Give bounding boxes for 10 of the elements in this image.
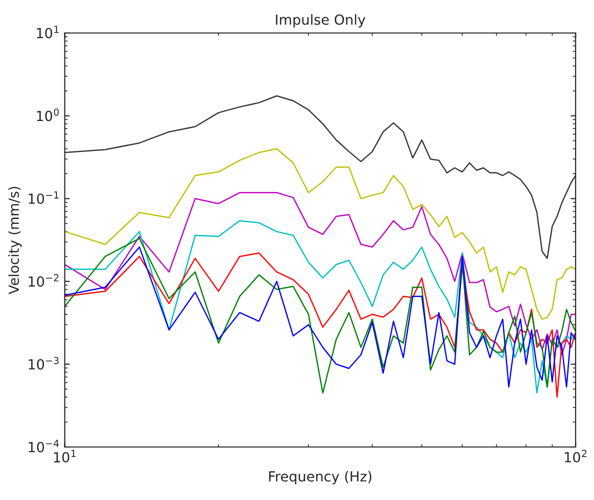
- chart-title: Impulse Only: [276, 14, 366, 28]
- x-axis-title: Frequency (Hz): [269, 470, 372, 484]
- y-tick-label: 10$^{−1}$: [28, 191, 58, 204]
- y-tick-label: 10$^{−2}$: [28, 274, 58, 287]
- y-tick-label: 10$^{−3}$: [28, 356, 59, 370]
- y-tick-label: 10$^{1}$: [36, 26, 59, 38]
- y-axis-title: Velocity (mm/s): [8, 186, 22, 294]
- y-tick-label: 10$^{−4}$: [28, 440, 59, 452]
- x-tick-label: 10$^{2}$: [564, 450, 586, 463]
- y-tick-label: 10$^{0}$: [36, 108, 59, 122]
